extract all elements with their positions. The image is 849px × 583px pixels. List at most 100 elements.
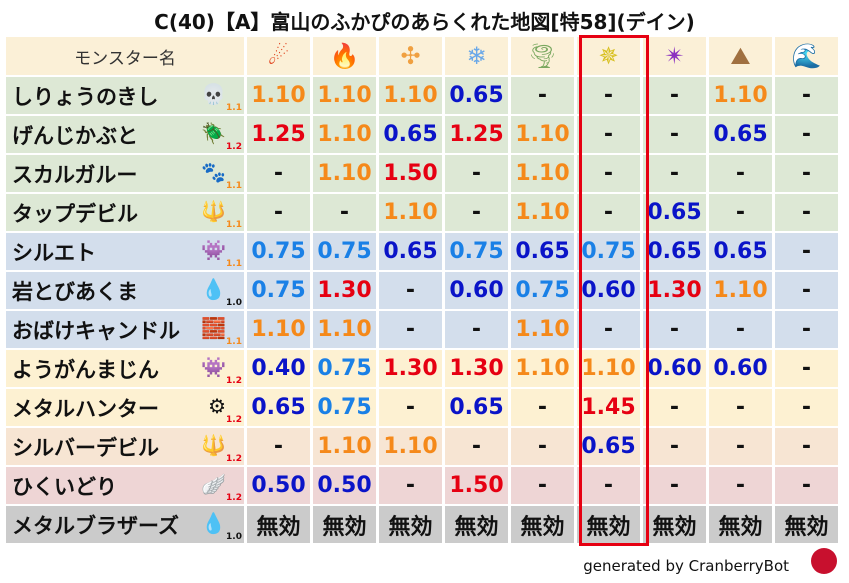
value-cell: - [709, 467, 772, 504]
value-cell: 1.50 [379, 155, 442, 192]
multiplier-badge: 1.0 [226, 298, 242, 308]
table-row: げんじかぶと 🪲 1.2 1.25 1.10 0.65 1.25 1.10- -0.65- [6, 116, 838, 153]
value-cell: - [445, 428, 508, 465]
value-cell: 0.65 [709, 116, 772, 153]
value-cell: 0.65 [379, 233, 442, 270]
value-cell: - [709, 194, 772, 231]
value-cell: - [643, 428, 706, 465]
value-cell: 1.25 [247, 116, 310, 153]
monster-name: 岩とびあくま [12, 279, 138, 304]
value-cell: 1.10 [511, 116, 574, 153]
value-cell: 0.75 [313, 389, 376, 426]
header-name: モンスター名 [6, 37, 244, 75]
value-cell: - [511, 428, 574, 465]
value-cell: - [643, 155, 706, 192]
monster-name-cell: スカルガルー 🐾 1.1 [6, 155, 244, 192]
value-cell: - [775, 116, 838, 153]
value-cell: - [577, 155, 640, 192]
monster-name-cell: タップデビル 🔱 1.1 [6, 194, 244, 231]
value-cell: 0.40 [247, 350, 310, 387]
value-cell: 1.10 [511, 194, 574, 231]
monster-name: しりょうのきし [12, 84, 159, 109]
value-cell: 1.10 [379, 77, 442, 114]
value-cell: 0.65 [445, 389, 508, 426]
skull-icon: 💀 [201, 82, 226, 106]
value-cell: - [709, 311, 772, 348]
multiplier-badge: 1.1 [226, 181, 242, 191]
value-cell: 0.75 [247, 233, 310, 270]
value-cell: 無効 [709, 506, 772, 543]
value-cell: 1.10 [709, 272, 772, 309]
lightning-icon: ✵ [598, 42, 619, 70]
header-element: ✣ [379, 37, 442, 75]
value-cell: - [775, 311, 838, 348]
flame-icon: 🔥 [329, 42, 360, 70]
value-cell: - [577, 116, 640, 153]
value-cell: - [511, 77, 574, 114]
monster-name-cell: メタルハンター ⚙ 1.2 [6, 389, 244, 426]
value-cell: 1.10 [313, 116, 376, 153]
header-element: ✴ [643, 37, 706, 75]
header-element: ☄ [247, 37, 310, 75]
demon-icon: 👾 [201, 238, 226, 262]
beetle-icon: 🪲 [201, 121, 226, 145]
monster-name: おばけキャンドル [12, 318, 180, 343]
value-cell: - [379, 311, 442, 348]
value-cell: 0.60 [709, 350, 772, 387]
value-cell: 1.10 [247, 77, 310, 114]
trident-icon: 🔱 [201, 433, 226, 457]
value-cell: - [775, 467, 838, 504]
value-cell: 0.65 [511, 233, 574, 270]
value-cell: 1.45 [577, 389, 640, 426]
value-cell: 0.65 [247, 389, 310, 426]
value-cell: - [511, 467, 574, 504]
value-cell: - [247, 194, 310, 231]
value-cell: 0.65 [379, 116, 442, 153]
value-cell: 0.50 [247, 467, 310, 504]
value-cell: 無効 [775, 506, 838, 543]
value-cell: - [775, 389, 838, 426]
monster-name: シルバーデビル [12, 435, 159, 460]
value-cell: - [775, 233, 838, 270]
wing-icon: 🪽 [201, 472, 226, 496]
brick-icon: 🧱 [201, 316, 226, 340]
table-row: 岩とびあくま 💧 1.0 0.75 1.30-0.60 0.75 0.60 1.30 1.10- [6, 272, 838, 309]
value-cell: - [379, 467, 442, 504]
value-cell: 無効 [379, 506, 442, 543]
monster-name-cell: シルエト 👾 1.1 [6, 233, 244, 270]
value-cell: 1.10 [577, 350, 640, 387]
value-cell: - [775, 155, 838, 192]
table-row: メタルブラザーズ 💧 1.0 無効 無効 無効 無効 無効 無効 無効 無効 無効 [6, 506, 838, 543]
value-cell: 0.65 [577, 428, 640, 465]
value-cell: 0.65 [445, 77, 508, 114]
value-cell: - [775, 77, 838, 114]
value-cell: 無効 [643, 506, 706, 543]
ice-icon: ❄ [466, 42, 487, 70]
value-cell: 1.30 [379, 350, 442, 387]
value-cell: 1.10 [313, 77, 376, 114]
value-cell: 無効 [577, 506, 640, 543]
value-cell: 1.10 [379, 194, 442, 231]
table-row: メタルハンター ⚙ 1.2 0.65 0.75-0.65-1.45- - - [6, 389, 838, 426]
value-cell: 1.10 [511, 155, 574, 192]
value-cell: 1.10 [313, 428, 376, 465]
header-element: 🔥 [313, 37, 376, 75]
header-element: 🌊 [775, 37, 838, 75]
value-cell: - [577, 467, 640, 504]
table-row: おばけキャンドル 🧱 1.1 1.10 1.10- -1.10- - - - [6, 311, 838, 348]
multiplier-badge: 1.1 [226, 337, 242, 347]
header-element: ❄ [445, 37, 508, 75]
multiplier-badge: 1.0 [226, 532, 242, 542]
darkness-icon: ✴ [664, 42, 685, 70]
value-cell: - [643, 467, 706, 504]
value-cell: - [775, 272, 838, 309]
monster-name: シルエト [12, 240, 96, 265]
monster-name-cell: ようがんまじん 👾 1.2 [6, 350, 244, 387]
wind-icon: 🌪 [527, 42, 558, 70]
highlight-column-box [579, 35, 649, 546]
gear-icon: ⚙ [208, 394, 226, 418]
monster-name-cell: しりょうのきし 💀 1.1 [6, 77, 244, 114]
value-cell: 無効 [511, 506, 574, 543]
monster-name: スカルガルー [12, 162, 138, 187]
value-cell: 無効 [445, 506, 508, 543]
